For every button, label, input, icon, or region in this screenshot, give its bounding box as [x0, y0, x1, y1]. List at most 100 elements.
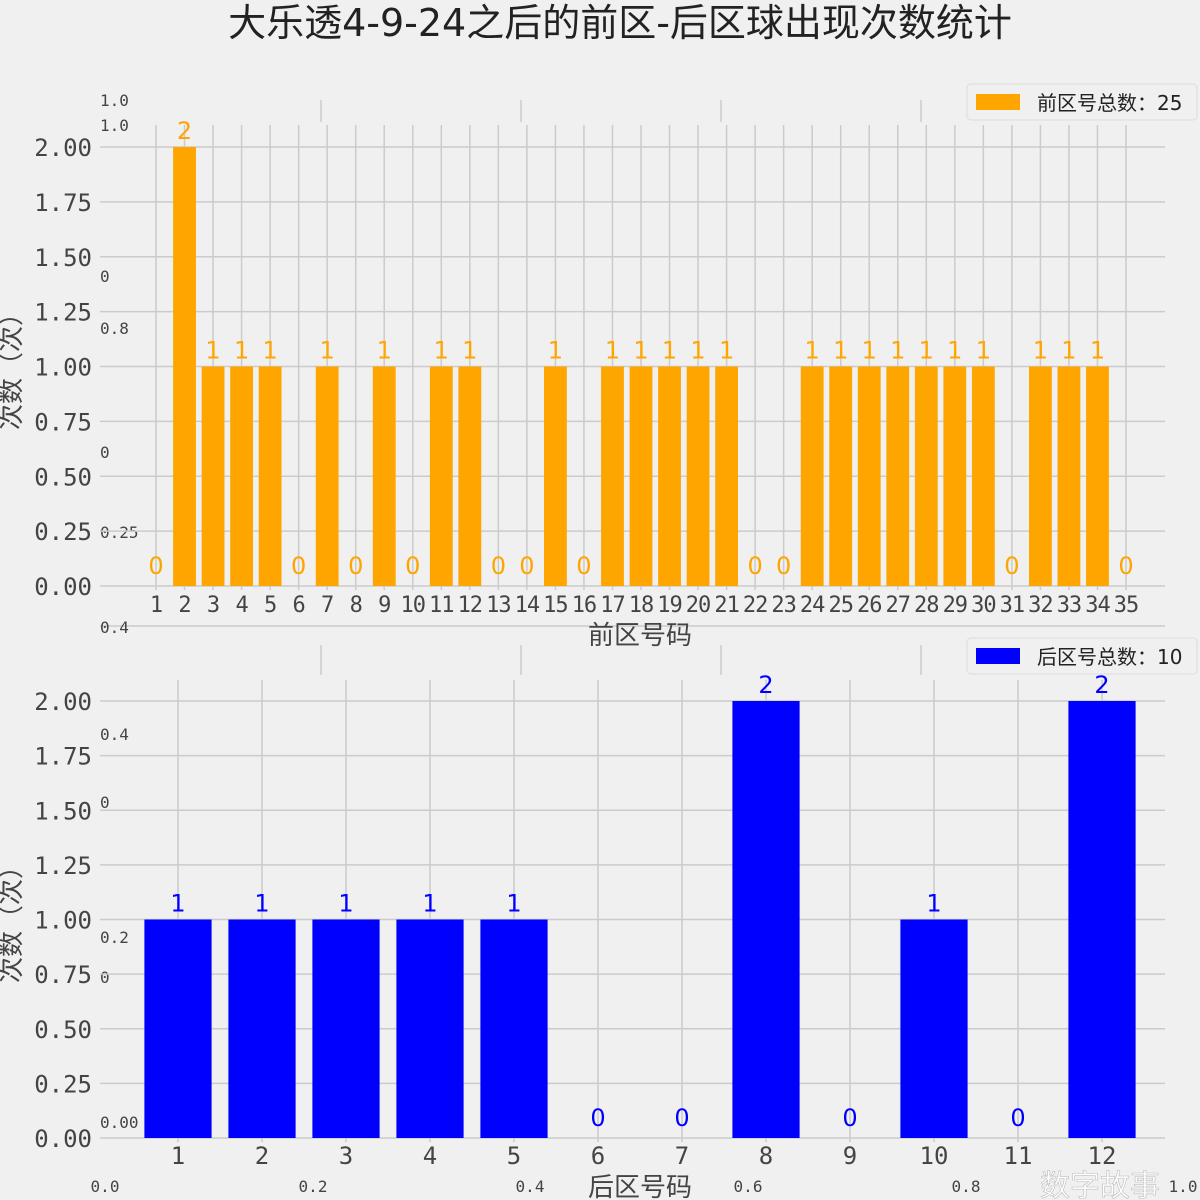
x-tick-label: 29: [943, 593, 968, 618]
data-label: 1: [320, 337, 335, 365]
ghost-y-tick: 0.00: [100, 1113, 139, 1132]
data-label: 0: [148, 552, 163, 580]
bar-33: [1057, 366, 1081, 586]
bar-29: [943, 366, 967, 586]
legend-swatch: [976, 648, 1020, 664]
data-label: 0: [747, 552, 762, 580]
y-tick-label: 1.00: [34, 354, 92, 382]
data-label: 0: [405, 552, 420, 580]
data-label: 1: [422, 890, 437, 918]
ghost-y-tick: 0.25: [100, 523, 139, 542]
x-tick-label: 34: [1085, 593, 1110, 618]
y-axis-label: 次数（次）: [0, 853, 27, 983]
legend: 前区号总数：25: [966, 83, 1198, 121]
bar-34: [1086, 366, 1109, 586]
x-tick-label: 9: [378, 593, 390, 618]
data-label: 1: [377, 337, 392, 365]
data-label: 1: [1061, 337, 1076, 365]
bar-28: [914, 366, 938, 586]
x-tick-label: 16: [572, 593, 597, 618]
bar-2: [228, 919, 296, 1138]
y-tick-label: 2.00: [34, 688, 92, 716]
ghost-y-tick: 0: [100, 793, 110, 812]
x-tick-label: 30: [971, 593, 996, 618]
x-tick-label: 14: [515, 593, 540, 618]
x-tick-label: 12: [458, 593, 483, 618]
data-label: 0: [576, 552, 591, 580]
legend-label: 后区号总数：10: [1037, 645, 1182, 669]
bar-4: [396, 919, 464, 1138]
chart-title: 大乐透4-9-24之后的前区-后区球出现次数统计: [228, 1, 1012, 45]
x-tick-label: 19: [657, 593, 682, 618]
x-tick-label: 18: [629, 593, 654, 618]
x-tick-label: 31: [1000, 593, 1025, 618]
bar-18: [629, 366, 653, 586]
ghost-y-tick: 0.2: [100, 928, 129, 947]
data-label: 1: [926, 890, 941, 918]
data-label: 1: [633, 337, 648, 365]
bar-32: [1029, 366, 1052, 586]
ghost-y-tick: 0.8: [100, 319, 129, 338]
x-tick-label: 11: [1004, 1142, 1033, 1170]
bar-15: [544, 366, 567, 586]
data-label: 0: [348, 552, 363, 580]
x-axis-label: 后区号码: [588, 1173, 692, 1200]
bar-1: [144, 919, 212, 1138]
front-zone-axes: 0.000.250.500.751.001.251.501.752.000122…: [0, 83, 1198, 651]
x-tick-label: 22: [743, 593, 768, 618]
data-label: 1: [719, 337, 734, 365]
data-label: 0: [491, 552, 506, 580]
y-tick-label: 0.00: [34, 1125, 92, 1153]
data-label: 1: [890, 337, 905, 365]
x-tick-label: 35: [1114, 593, 1139, 618]
data-label: 1: [548, 337, 563, 365]
ghost-y-tick: 0.4: [100, 618, 129, 637]
bar-12: [1068, 701, 1136, 1138]
y-tick-label: 0.25: [34, 1070, 92, 1098]
bar-5: [258, 366, 282, 586]
y-tick-label: 0.50: [34, 1016, 92, 1044]
bar-25: [829, 366, 853, 586]
data-label: 1: [805, 337, 820, 365]
data-label: 1: [262, 337, 277, 365]
ghost-y-tick: 0: [100, 968, 110, 987]
x-tick-label: 13: [486, 593, 511, 618]
x-tick-label: 7: [675, 1142, 689, 1170]
x-tick-label: 26: [857, 593, 882, 618]
x-tick-label: 11: [429, 593, 454, 618]
data-label: 1: [434, 337, 449, 365]
x-tick-label: 3: [339, 1142, 353, 1170]
x-tick-label: 20: [686, 593, 711, 618]
data-label: 1: [690, 337, 705, 365]
x-tick-label: 8: [759, 1142, 773, 1170]
x-tick-label: 27: [886, 593, 911, 618]
x-tick-label: 3: [207, 593, 219, 618]
y-tick-label: 0.75: [34, 408, 92, 436]
legend-frame: [966, 83, 1198, 121]
y-tick-label: 1.75: [34, 743, 92, 771]
legend: 后区号总数：10: [966, 637, 1198, 675]
x-tick-label: 10: [401, 593, 426, 618]
x-tick-label: 12: [1088, 1142, 1117, 1170]
x-tick-label: 23: [771, 593, 796, 618]
x-tick-label: 2: [255, 1142, 269, 1170]
data-label: 1: [662, 337, 677, 365]
y-axis-label: 次数（次）: [0, 300, 27, 430]
bar-11: [429, 366, 453, 586]
x-tick-label: 6: [591, 1142, 605, 1170]
legend-frame: [966, 637, 1198, 675]
y-tick-label: 0.00: [34, 573, 92, 601]
bar-2: [173, 147, 196, 586]
y-tick-label: 1.25: [34, 852, 92, 880]
data-label: 0: [1004, 552, 1019, 580]
x-tick-label: 4: [423, 1142, 437, 1170]
x-tick-label: 24: [800, 593, 825, 618]
data-label: 1: [170, 890, 185, 918]
x-tick-label: 6: [293, 593, 305, 618]
y-tick-label: 1.00: [34, 907, 92, 935]
ghost-y-tick: 0.4: [100, 725, 129, 744]
y-tick-label: 1.75: [34, 189, 92, 217]
ghost-y-tick: 1.0: [100, 91, 129, 110]
bar-5: [480, 919, 548, 1138]
